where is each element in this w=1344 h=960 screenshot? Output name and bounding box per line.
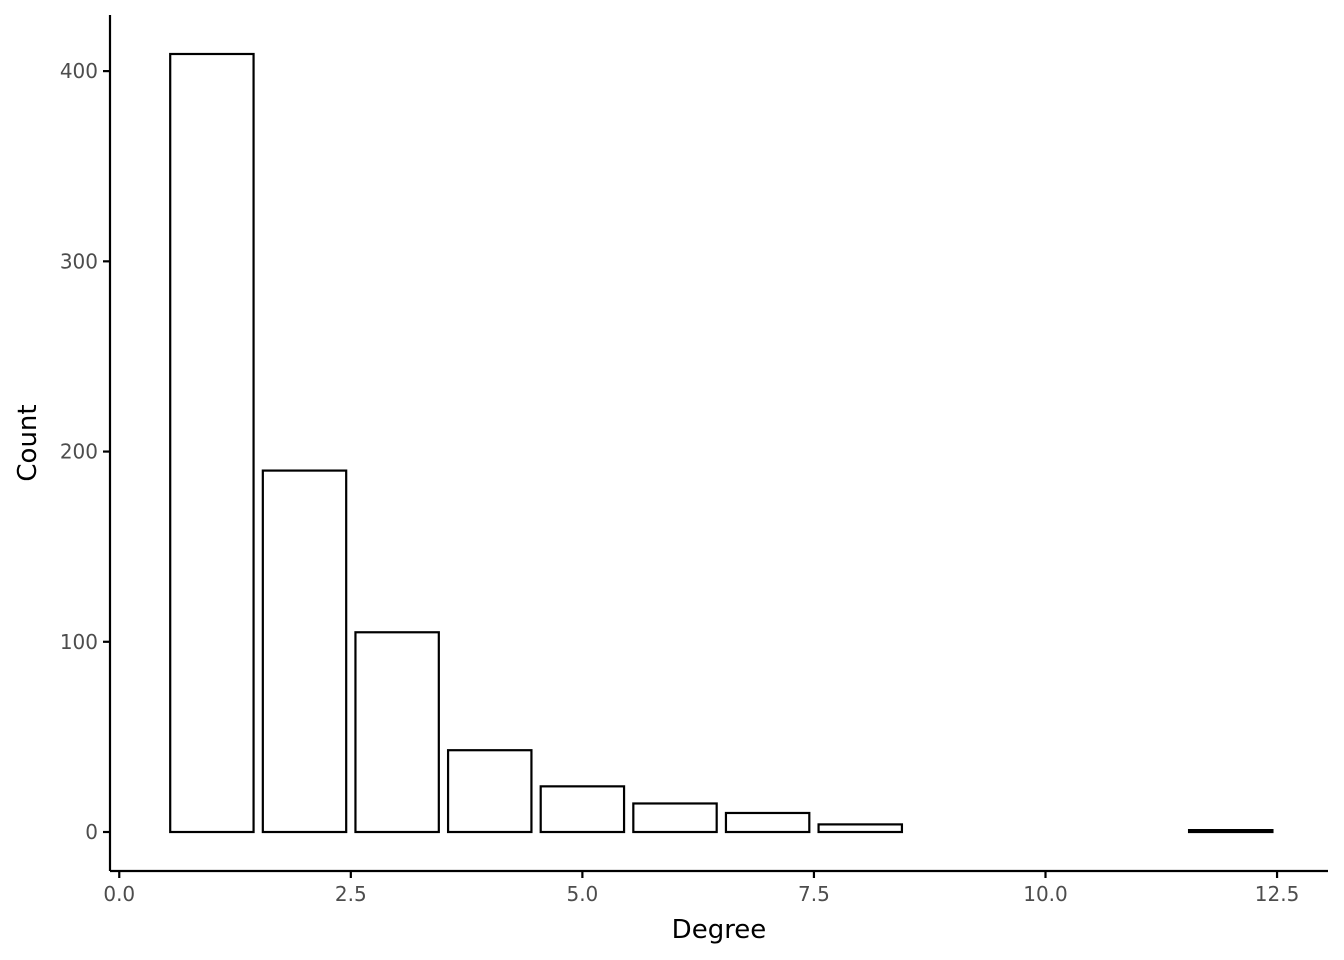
x-tick-label: 0.0 — [103, 882, 135, 906]
y-tick-label: 300 — [60, 249, 98, 273]
bar-degree-2 — [261, 469, 348, 834]
bars-group — [169, 52, 1274, 834]
y-tick-label: 400 — [60, 59, 98, 83]
bar-degree-4 — [446, 749, 533, 834]
y-ticks-group: 0 100 200 300 400 — [60, 59, 110, 844]
x-tick-label: 2.5 — [335, 882, 367, 906]
x-tick-label: 12.5 — [1255, 882, 1300, 906]
bar-degree-5 — [539, 785, 626, 834]
bar-degree-12 — [1187, 829, 1274, 834]
x-tick-label: 10.0 — [1023, 882, 1068, 906]
y-axis-title: Count — [13, 404, 43, 481]
y-tick-label: 0 — [85, 820, 98, 844]
bar-degree-3 — [354, 631, 440, 834]
y-tick-label: 100 — [60, 630, 98, 654]
bar-degree-8 — [817, 823, 904, 834]
x-tick-label: 5.0 — [566, 882, 598, 906]
bar-degree-1 — [169, 52, 255, 834]
bar-degree-6 — [632, 802, 718, 834]
x-ticks-group: 0.0 2.5 5.0 7.5 10.0 12.5 — [103, 871, 1299, 906]
x-axis-title: Degree — [672, 915, 767, 945]
y-tick-label: 200 — [60, 440, 98, 464]
x-tick-label: 7.5 — [798, 882, 830, 906]
bar-degree-7 — [724, 811, 811, 834]
